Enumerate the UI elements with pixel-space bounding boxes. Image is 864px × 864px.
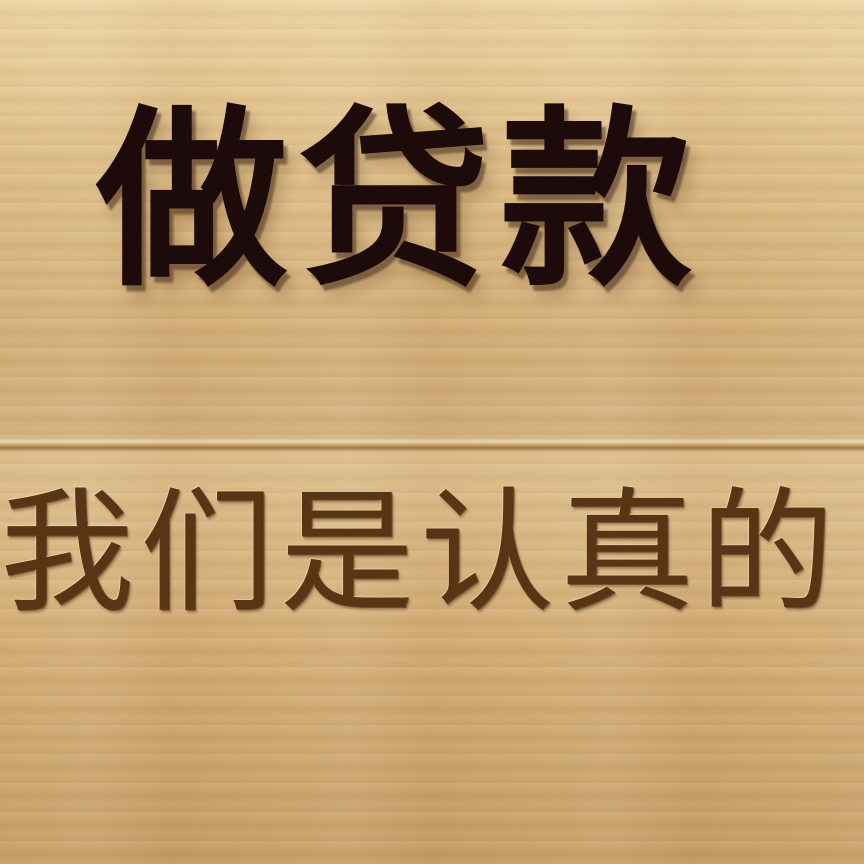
bottom-plank xyxy=(0,452,864,864)
top-plank xyxy=(0,0,864,448)
headline-text: 做贷款 xyxy=(96,90,702,313)
plank-seam xyxy=(0,438,864,452)
tagline-text: 我们是认真的 xyxy=(0,475,841,631)
